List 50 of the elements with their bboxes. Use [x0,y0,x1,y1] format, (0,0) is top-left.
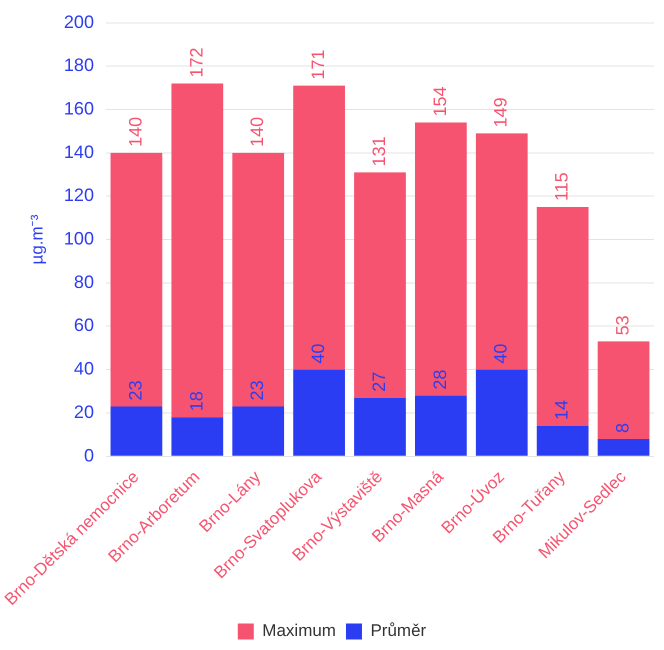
data-label: 23 [125,380,146,400]
y-tick-label: 0 [84,445,94,466]
bar [232,152,284,406]
y-axis-title: µg.m⁻³ [27,214,46,264]
data-label: 14 [552,400,572,420]
bar [598,341,650,439]
bar [171,83,224,418]
data-label: 40 [490,344,511,364]
y-tick-label: 180 [64,55,94,76]
bar [476,133,528,370]
y-tick-label: 60 [74,315,94,336]
data-label: 28 [430,370,450,390]
total-label: 149 [490,97,511,128]
bar [414,122,467,396]
total-label: 115 [552,172,572,202]
bar [536,426,589,456]
data-label: 23 [247,380,268,400]
data-label: 27 [368,372,389,392]
bar [232,406,284,456]
bar [110,406,162,456]
y-tick-label: 160 [64,98,94,118]
legend-label: Průměr [370,621,427,640]
y-tick-label: 40 [74,358,94,379]
data-label: 40 [308,344,328,364]
y-tick-label: 20 [74,402,94,422]
bar [293,370,345,456]
data-label: 8 [612,422,633,433]
bar [414,396,467,456]
y-tick-label: 140 [64,142,94,162]
total-label: 53 [612,315,633,336]
total-label: 140 [247,116,268,147]
bar [110,152,162,406]
legend-label: Maximum [262,621,336,640]
bar [476,370,528,456]
total-label: 131 [368,136,389,166]
bar [293,86,345,370]
bar [598,438,650,456]
total-label: 154 [430,86,450,117]
bar [536,207,589,426]
y-tick-label: 120 [64,185,94,206]
data-label: 18 [186,391,206,412]
bar [354,172,406,398]
y-tick-label: 100 [64,228,94,249]
bar [171,417,224,456]
y-tick-label: 80 [74,272,94,292]
bar [354,398,406,456]
total-label: 140 [125,116,146,147]
total-label: 171 [308,50,328,80]
y-tick-label: 200 [64,12,94,32]
total-label: 172 [186,47,206,78]
